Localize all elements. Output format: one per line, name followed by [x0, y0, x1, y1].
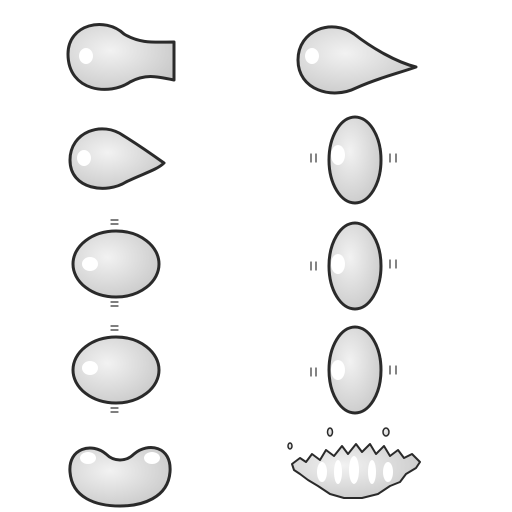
- frame-right-1-long-teardrop: [296, 25, 418, 95]
- frame-right-3-oval: [310, 221, 397, 311]
- frame-right-4-oval: [310, 325, 397, 415]
- frame-left-4-round: [71, 325, 161, 413]
- frame-left-2-teardrop: [68, 127, 166, 190]
- frame-left-5-squash: [68, 446, 172, 508]
- frame-left-1-pinch: [66, 23, 176, 91]
- frame-right-5-splash: [287, 427, 421, 499]
- frame-right-2-oval: [310, 115, 397, 205]
- frame-left-3-round: [71, 219, 161, 307]
